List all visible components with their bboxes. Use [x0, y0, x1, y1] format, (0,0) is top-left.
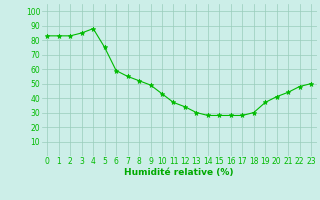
X-axis label: Humidité relative (%): Humidité relative (%) — [124, 168, 234, 177]
